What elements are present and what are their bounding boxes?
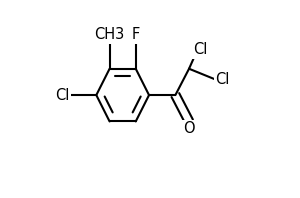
Text: CH3: CH3	[94, 27, 125, 42]
Text: Cl: Cl	[56, 88, 70, 103]
Text: Cl: Cl	[194, 42, 208, 57]
Text: O: O	[183, 121, 195, 136]
Text: Cl: Cl	[215, 72, 230, 87]
Text: F: F	[132, 27, 140, 42]
